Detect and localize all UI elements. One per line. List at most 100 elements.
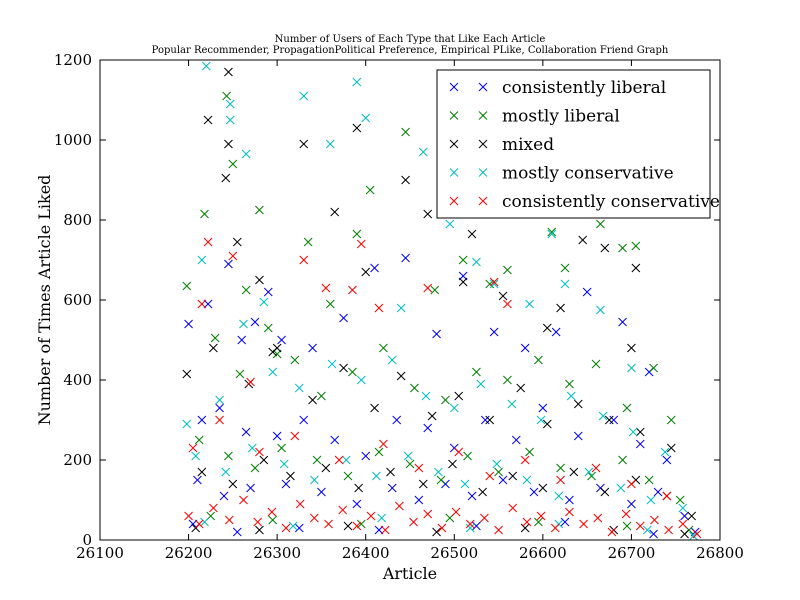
data-point (556, 475, 565, 485)
legend-marker (449, 111, 459, 120)
data-point (472, 521, 481, 531)
data-point (618, 243, 627, 253)
data-point (225, 99, 235, 109)
data-point (370, 263, 379, 273)
chart-subtitle: Popular Recommender, PropagationPolitica… (152, 45, 669, 56)
data-point (203, 115, 213, 125)
data-point (569, 467, 579, 477)
data-point (401, 175, 410, 185)
data-point (511, 435, 521, 445)
data-point (356, 239, 366, 249)
data-point (352, 77, 362, 87)
data-point (299, 139, 309, 149)
data-point (215, 395, 224, 405)
data-point (436, 475, 446, 485)
x-tick-label: 26600 (519, 544, 567, 562)
y-axis: 0 200 400 600 800 1000 1200 (54, 51, 720, 549)
data-point (308, 343, 317, 353)
data-point (197, 415, 207, 425)
x-tick-label: 26400 (342, 544, 390, 562)
data-point (649, 363, 658, 373)
data-point (463, 451, 472, 461)
data-point (607, 527, 617, 537)
data-point (235, 369, 245, 379)
data-point (224, 259, 233, 269)
data-point (268, 367, 278, 377)
data-point (560, 517, 570, 527)
data-point (219, 491, 229, 501)
data-point (593, 513, 603, 523)
legend-marker (449, 168, 459, 177)
data-point (565, 495, 574, 505)
data-point (365, 185, 375, 195)
data-point (309, 475, 319, 485)
series-consistently-liberal (184, 253, 700, 539)
data-point (184, 319, 193, 329)
data-point (678, 519, 688, 529)
data-point (352, 123, 362, 133)
data-point (309, 513, 319, 523)
data-point (666, 443, 676, 453)
data-point (662, 455, 672, 465)
data-point (352, 229, 362, 239)
data-point (263, 287, 273, 297)
data-point (352, 521, 362, 531)
data-point (660, 447, 670, 457)
data-point (200, 209, 209, 219)
data-point (267, 507, 277, 517)
data-point (241, 285, 251, 295)
data-point (294, 523, 304, 533)
data-point (396, 371, 406, 381)
data-point (525, 447, 534, 457)
data-point (536, 511, 546, 521)
data-point (250, 317, 260, 327)
data-point (596, 305, 605, 315)
data-point (498, 475, 508, 485)
data-point (573, 399, 583, 409)
data-point (354, 483, 363, 493)
data-point (618, 317, 627, 327)
x-tick-label: 26300 (253, 544, 301, 562)
data-point (392, 415, 402, 425)
data-point (582, 287, 592, 297)
data-point (221, 467, 231, 477)
series-mixed (182, 67, 697, 539)
data-point (221, 173, 231, 183)
legend-entry: consistently liberal (449, 78, 666, 98)
data-point (228, 159, 238, 169)
data-point (224, 515, 234, 525)
data-point (321, 463, 331, 473)
data-point (299, 415, 309, 425)
data-point (341, 455, 351, 465)
data-point (414, 495, 424, 505)
data-point (508, 503, 518, 513)
data-point (441, 395, 450, 405)
data-point (222, 91, 232, 101)
data-point (451, 507, 461, 517)
data-point (609, 415, 619, 425)
data-point (680, 529, 689, 539)
data-point (579, 519, 588, 529)
data-point (338, 505, 348, 515)
data-point (423, 283, 433, 293)
data-point (290, 355, 300, 365)
data-point (182, 419, 192, 429)
data-point (467, 229, 477, 239)
data-point (622, 521, 632, 531)
data-point (348, 367, 357, 377)
y-tick-label: 0 (82, 531, 92, 549)
data-point (418, 147, 428, 157)
data-point (627, 363, 636, 373)
data-point (246, 377, 255, 387)
data-point (476, 379, 486, 389)
data-point (492, 459, 502, 469)
data-point (480, 513, 489, 523)
data-point (343, 471, 353, 481)
data-point (255, 275, 264, 285)
data-point (508, 471, 518, 481)
data-point (209, 503, 218, 513)
data-point (281, 523, 291, 533)
data-point (644, 475, 654, 485)
data-point (566, 391, 576, 401)
x-tick-label: 26500 (430, 544, 478, 562)
